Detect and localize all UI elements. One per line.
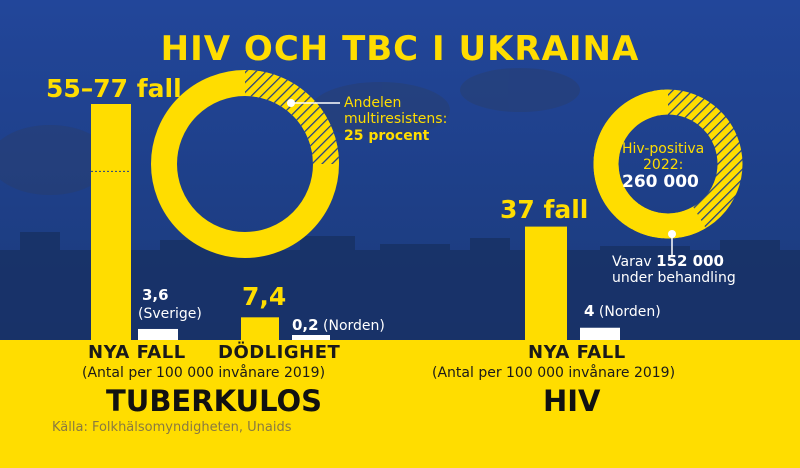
tb-heading: TUBERKULOS (106, 384, 323, 418)
hiv-treated-value: 152 000 (656, 252, 724, 270)
tb-new-cases-label: NYA FALL (88, 342, 186, 363)
bar-tb-deaths-ukraine (241, 317, 279, 340)
hiv-treated-line1: Varav 152 000 (612, 252, 724, 270)
tb-sweden-country: (Sverige) (138, 306, 202, 322)
tb-nordic-deaths-value: 0,2 (292, 316, 319, 334)
hiv-donut-caption-line1: Hiv-positiva (622, 141, 705, 157)
hiv-heading: HIV (543, 384, 601, 418)
bar-hiv-new-cases-ukraine (525, 226, 567, 340)
tb-unit-note: (Antal per 100 000 invånare 2019) (82, 365, 326, 381)
bar-tb-new-cases-ukraine (91, 104, 131, 340)
tb-sweden-value-label: 3,6 (142, 288, 169, 303)
hiv-nordic-label: 4 (Norden) (584, 302, 661, 320)
tb-donut-caption-line2: multiresistens: (344, 111, 448, 127)
hiv-new-cases-label: NYA FALL (528, 342, 626, 363)
tb-donut-caption-value: 25 procent (344, 128, 430, 144)
tb-donut-caption-line1: Andelen (344, 95, 402, 111)
page-title: HIV OCH TBC I UKRAINA (160, 29, 640, 69)
smoke (0, 68, 580, 195)
hiv-nordic-country: (Norden) (598, 304, 661, 320)
hiv-donut-caption-line2: 2022: (643, 157, 684, 173)
bar-hiv-new-cases-nordic (580, 327, 620, 340)
hiv-treated-prefix: Varav (612, 254, 657, 270)
city-silhouette (0, 232, 800, 340)
yellow-footer-band (0, 340, 800, 468)
tb-deaths-value-label: 7,4 (242, 282, 287, 311)
hiv-donut-slice-treated (593, 89, 706, 239)
hiv-ukraine-value-label: 37 fall (500, 195, 589, 224)
hiv-callout-dot (668, 230, 676, 238)
hiv-donut-caption-value: 260 000 (622, 172, 699, 192)
tb-deaths-label: DÖDLIGHET (218, 342, 341, 363)
tb-donut-slice-multiresistant (244, 70, 339, 165)
tb-callout-dot (287, 99, 295, 107)
hiv-unit-note: (Antal per 100 000 invånare 2019) (432, 365, 676, 381)
tb-ukraine-value-label: 55–77 fall (46, 74, 182, 103)
bar-tb-new-cases-sweden (138, 328, 178, 340)
tb-sweden-value: 3,6 (142, 286, 169, 304)
tb-nordic-deaths-country: (Norden) (323, 318, 385, 334)
hiv-nordic-value: 4 (584, 302, 595, 320)
tb-donut (151, 70, 340, 258)
hiv-donut (593, 89, 743, 255)
source-note: Källa: Folkhälsomyndigheten, Unaids (52, 420, 292, 435)
bar-tb-deaths-nordic (292, 335, 330, 340)
tb-nordic-deaths-label: 0,2 (Norden) (292, 316, 385, 334)
hiv-treated-suffix: under behandling (612, 270, 736, 286)
